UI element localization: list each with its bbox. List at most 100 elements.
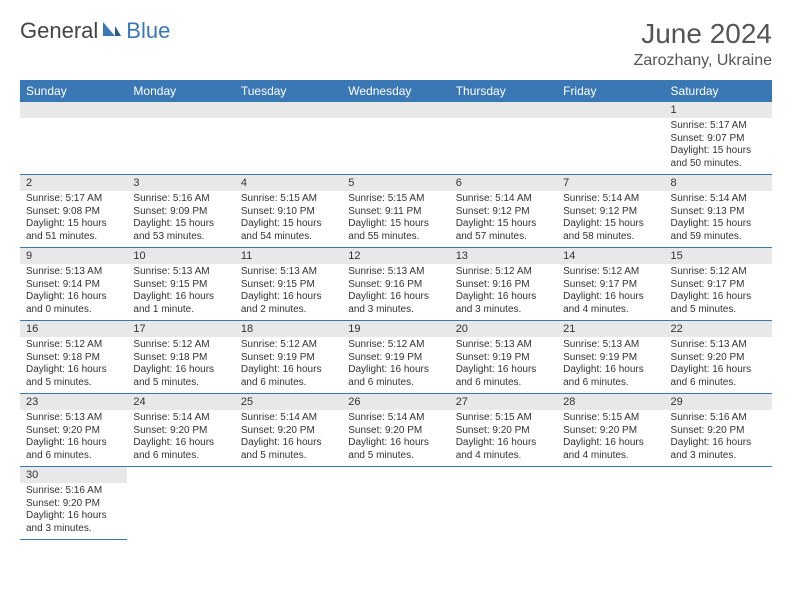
- sunrise-text: Sunrise: 5:13 AM: [348, 266, 443, 279]
- sunset-text: Sunset: 9:11 PM: [348, 206, 443, 219]
- sunrise-text: Sunrise: 5:14 AM: [563, 193, 658, 206]
- sunset-text: Sunset: 9:20 PM: [26, 498, 121, 511]
- sunset-text: Sunset: 9:17 PM: [563, 279, 658, 292]
- sunset-text: Sunset: 9:16 PM: [348, 279, 443, 292]
- day-details: Sunrise: 5:13 AMSunset: 9:16 PMDaylight:…: [342, 264, 449, 320]
- calendar-body: 1Sunrise: 5:17 AMSunset: 9:07 PMDaylight…: [20, 102, 772, 540]
- calendar-cell: 23Sunrise: 5:13 AMSunset: 9:20 PMDayligh…: [20, 394, 127, 467]
- calendar-cell: 13Sunrise: 5:12 AMSunset: 9:16 PMDayligh…: [450, 248, 557, 321]
- day-number: 20: [450, 321, 557, 337]
- calendar-cell: [450, 467, 557, 540]
- sunrise-text: Sunrise: 5:14 AM: [133, 412, 228, 425]
- calendar-week: 2Sunrise: 5:17 AMSunset: 9:08 PMDaylight…: [20, 175, 772, 248]
- sunrise-text: Sunrise: 5:13 AM: [26, 266, 121, 279]
- day-number: 22: [665, 321, 772, 337]
- sunset-text: Sunset: 9:20 PM: [241, 425, 336, 438]
- sunrise-text: Sunrise: 5:15 AM: [241, 193, 336, 206]
- day-number: 1: [665, 102, 772, 118]
- sunset-text: Sunset: 9:20 PM: [133, 425, 228, 438]
- day-number: 7: [557, 175, 664, 191]
- day-details: Sunrise: 5:12 AMSunset: 9:18 PMDaylight:…: [20, 337, 127, 393]
- sunrise-text: Sunrise: 5:17 AM: [671, 120, 766, 133]
- day-details: Sunrise: 5:13 AMSunset: 9:15 PMDaylight:…: [235, 264, 342, 320]
- daylight-text: Daylight: 16 hours and 3 minutes.: [456, 291, 551, 316]
- day-number: 27: [450, 394, 557, 410]
- day-header: Friday: [557, 80, 664, 102]
- day-details: Sunrise: 5:15 AMSunset: 9:20 PMDaylight:…: [557, 410, 664, 466]
- daylight-text: Daylight: 16 hours and 5 minutes.: [671, 291, 766, 316]
- daylight-text: Daylight: 16 hours and 5 minutes.: [241, 437, 336, 462]
- calendar-cell: [342, 467, 449, 540]
- day-number: 24: [127, 394, 234, 410]
- sunrise-text: Sunrise: 5:12 AM: [241, 339, 336, 352]
- daylight-text: Daylight: 16 hours and 3 minutes.: [26, 510, 121, 535]
- day-number: 29: [665, 394, 772, 410]
- daylight-text: Daylight: 16 hours and 6 minutes.: [133, 437, 228, 462]
- sunset-text: Sunset: 9:09 PM: [133, 206, 228, 219]
- sunrise-text: Sunrise: 5:16 AM: [671, 412, 766, 425]
- calendar-cell: [342, 102, 449, 175]
- day-number-empty: [450, 102, 557, 118]
- calendar-cell: 10Sunrise: 5:13 AMSunset: 9:15 PMDayligh…: [127, 248, 234, 321]
- day-details: Sunrise: 5:14 AMSunset: 9:20 PMDaylight:…: [127, 410, 234, 466]
- sunrise-text: Sunrise: 5:13 AM: [671, 339, 766, 352]
- calendar-cell: 9Sunrise: 5:13 AMSunset: 9:14 PMDaylight…: [20, 248, 127, 321]
- calendar-cell: 20Sunrise: 5:13 AMSunset: 9:19 PMDayligh…: [450, 321, 557, 394]
- calendar-cell: 7Sunrise: 5:14 AMSunset: 9:12 PMDaylight…: [557, 175, 664, 248]
- day-number-empty: [127, 102, 234, 118]
- calendar-cell: [20, 102, 127, 175]
- calendar-week: 9Sunrise: 5:13 AMSunset: 9:14 PMDaylight…: [20, 248, 772, 321]
- calendar-cell: 29Sunrise: 5:16 AMSunset: 9:20 PMDayligh…: [665, 394, 772, 467]
- day-number: 13: [450, 248, 557, 264]
- sunrise-text: Sunrise: 5:14 AM: [241, 412, 336, 425]
- day-number-empty: [235, 102, 342, 118]
- sunset-text: Sunset: 9:12 PM: [456, 206, 551, 219]
- sunset-text: Sunset: 9:19 PM: [456, 352, 551, 365]
- daylight-text: Daylight: 15 hours and 51 minutes.: [26, 218, 121, 243]
- sunrise-text: Sunrise: 5:12 AM: [348, 339, 443, 352]
- daylight-text: Daylight: 16 hours and 6 minutes.: [456, 364, 551, 389]
- day-header: Wednesday: [342, 80, 449, 102]
- sunset-text: Sunset: 9:20 PM: [563, 425, 658, 438]
- sunrise-text: Sunrise: 5:12 AM: [133, 339, 228, 352]
- calendar-head: SundayMondayTuesdayWednesdayThursdayFrid…: [20, 80, 772, 102]
- day-details: Sunrise: 5:13 AMSunset: 9:19 PMDaylight:…: [557, 337, 664, 393]
- calendar-cell: 6Sunrise: 5:14 AMSunset: 9:12 PMDaylight…: [450, 175, 557, 248]
- calendar-cell: 30Sunrise: 5:16 AMSunset: 9:20 PMDayligh…: [20, 467, 127, 540]
- day-details: Sunrise: 5:12 AMSunset: 9:19 PMDaylight:…: [235, 337, 342, 393]
- sunrise-text: Sunrise: 5:12 AM: [26, 339, 121, 352]
- calendar-cell: 16Sunrise: 5:12 AMSunset: 9:18 PMDayligh…: [20, 321, 127, 394]
- calendar-cell: 14Sunrise: 5:12 AMSunset: 9:17 PMDayligh…: [557, 248, 664, 321]
- calendar-cell: 15Sunrise: 5:12 AMSunset: 9:17 PMDayligh…: [665, 248, 772, 321]
- sunrise-text: Sunrise: 5:14 AM: [671, 193, 766, 206]
- location-label: Zarozhany, Ukraine: [634, 52, 772, 70]
- daylight-text: Daylight: 16 hours and 5 minutes.: [133, 364, 228, 389]
- daylight-text: Daylight: 16 hours and 2 minutes.: [241, 291, 336, 316]
- daylight-text: Daylight: 16 hours and 3 minutes.: [671, 437, 766, 462]
- day-number: 23: [20, 394, 127, 410]
- sunset-text: Sunset: 9:16 PM: [456, 279, 551, 292]
- day-details: Sunrise: 5:14 AMSunset: 9:12 PMDaylight:…: [557, 191, 664, 247]
- calendar-cell: [127, 467, 234, 540]
- sunset-text: Sunset: 9:19 PM: [563, 352, 658, 365]
- sunrise-text: Sunrise: 5:13 AM: [133, 266, 228, 279]
- sunset-text: Sunset: 9:10 PM: [241, 206, 336, 219]
- calendar-cell: 3Sunrise: 5:16 AMSunset: 9:09 PMDaylight…: [127, 175, 234, 248]
- sunset-text: Sunset: 9:13 PM: [671, 206, 766, 219]
- day-number: 15: [665, 248, 772, 264]
- page-header: GeneralBlue June 2024 Zarozhany, Ukraine: [20, 18, 772, 70]
- daylight-text: Daylight: 16 hours and 6 minutes.: [671, 364, 766, 389]
- day-number: 16: [20, 321, 127, 337]
- daylight-text: Daylight: 16 hours and 6 minutes.: [241, 364, 336, 389]
- day-number-empty: [557, 102, 664, 118]
- day-details: Sunrise: 5:15 AMSunset: 9:10 PMDaylight:…: [235, 191, 342, 247]
- sunrise-text: Sunrise: 5:12 AM: [671, 266, 766, 279]
- day-header: Monday: [127, 80, 234, 102]
- sunset-text: Sunset: 9:18 PM: [26, 352, 121, 365]
- calendar-cell: [557, 102, 664, 175]
- calendar-cell: 25Sunrise: 5:14 AMSunset: 9:20 PMDayligh…: [235, 394, 342, 467]
- sail-icon: [101, 18, 123, 44]
- day-header: Saturday: [665, 80, 772, 102]
- day-details: Sunrise: 5:16 AMSunset: 9:20 PMDaylight:…: [20, 483, 127, 539]
- sunset-text: Sunset: 9:08 PM: [26, 206, 121, 219]
